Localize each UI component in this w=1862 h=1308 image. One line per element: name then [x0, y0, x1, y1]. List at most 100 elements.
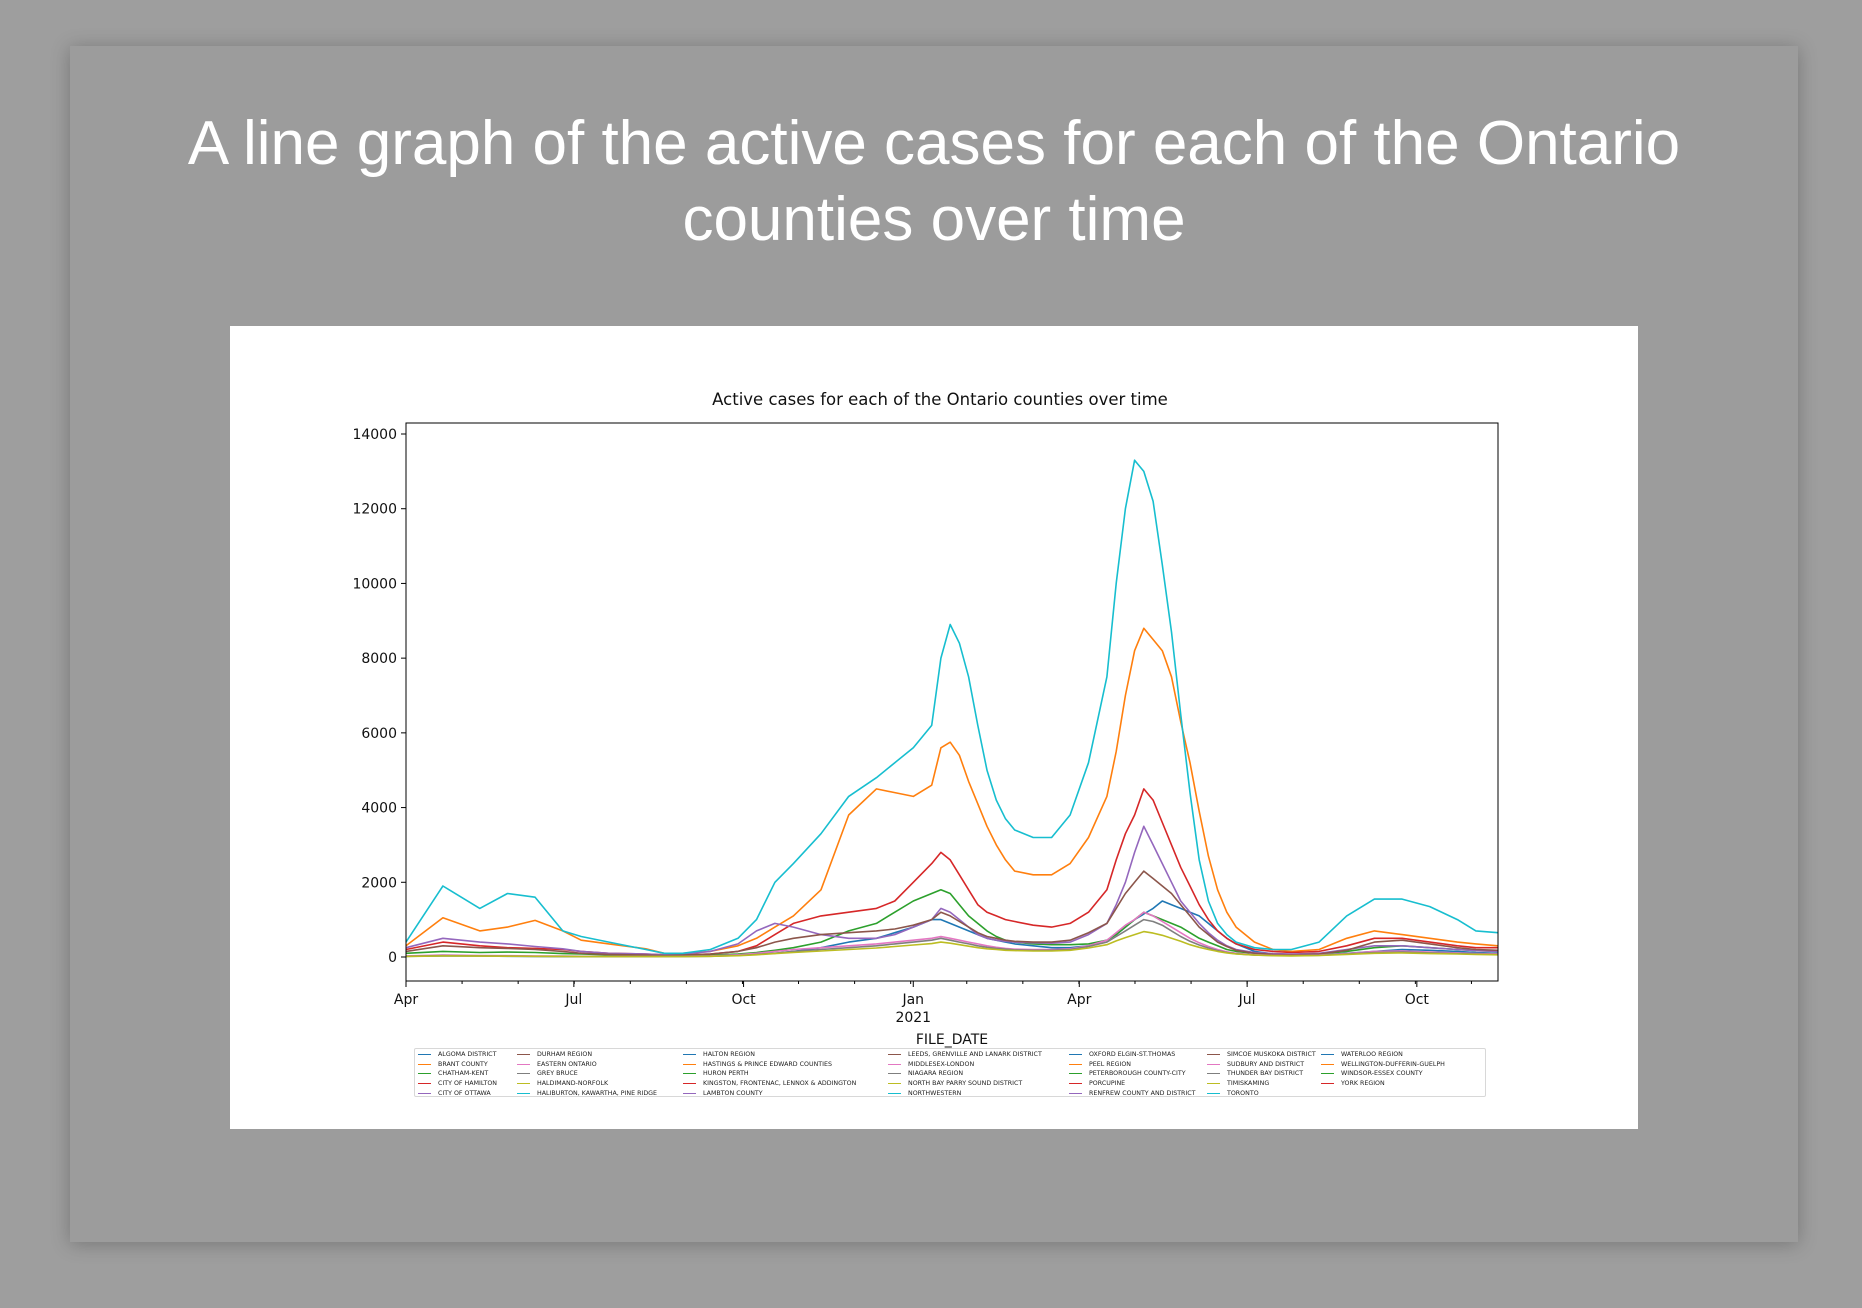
legend-label: TORONTO: [1227, 1089, 1259, 1097]
legend-item: PETERBOROUGH COUNTY-CITY: [1066, 1069, 1196, 1079]
y-tick-label: 6000: [361, 726, 397, 742]
legend-swatch: [1069, 1083, 1082, 1085]
legend-label: DURHAM REGION: [537, 1051, 593, 1059]
x-tick-label: Apr: [1067, 992, 1091, 1008]
legend-label: CITY OF OTTAWA: [438, 1089, 491, 1097]
legend-label: ALGOMA DISTRICT: [438, 1051, 497, 1059]
legend-item: OXFORD ELGIN-ST.THOMAS: [1066, 1050, 1196, 1060]
legend-item: TORONTO: [1204, 1088, 1316, 1098]
legend-label: KINGSTON, FRONTENAC, LENNOX & ADDINGTON: [703, 1080, 857, 1088]
legend-item: HALDIMAND-NORFOLK: [514, 1079, 657, 1089]
legend-label: EASTERN ONTARIO: [537, 1060, 597, 1068]
legend-label: NORTHWESTERN: [908, 1089, 962, 1097]
legend-item: PEEL REGION: [1066, 1060, 1196, 1070]
legend-label: CHATHAM-KENT: [438, 1070, 489, 1078]
legend-item: YORK REGION: [1318, 1079, 1445, 1089]
legend-item: HURON PERTH: [680, 1069, 856, 1079]
legend-swatch: [1207, 1054, 1220, 1056]
x-tick-label: Oct: [731, 992, 756, 1008]
legend-label: TIMISKAMING: [1227, 1080, 1270, 1088]
legend-label: HALDIMAND-NORFOLK: [537, 1080, 609, 1088]
series-lines: [405, 459, 1499, 958]
legend-swatch: [418, 1083, 431, 1085]
legend-item: MIDDLESEX-LONDON: [885, 1060, 1042, 1070]
chart-figure: Active cases for each of the Ontario cou…: [230, 326, 1638, 1129]
legend-swatch: [683, 1083, 696, 1085]
slide-card: A line graph of the active cases for eac…: [70, 46, 1798, 1242]
legend-item: SIMCOE MUSKOKA DISTRICT: [1204, 1050, 1316, 1060]
legend-item: RENFREW COUNTY AND DISTRICT: [1066, 1088, 1196, 1098]
legend-swatch: [1069, 1063, 1082, 1065]
legend-swatch: [1321, 1083, 1334, 1085]
legend-label: WATERLOO REGION: [1341, 1051, 1403, 1059]
y-tick-label: 12000: [352, 502, 397, 518]
legend-item: LAMBTON COUNTY: [680, 1088, 856, 1098]
series-line-city-of-hamilton: [405, 788, 1498, 956]
y-tick-label: 0: [388, 950, 397, 966]
legend-item: GREY BRUCE: [514, 1069, 657, 1079]
legend-swatch: [1207, 1092, 1220, 1094]
legend-swatch: [1207, 1083, 1220, 1085]
legend-swatch: [1321, 1063, 1334, 1065]
legend-column: HALTON REGION HASTINGS & PRINCE EDWARD CO…: [680, 1050, 856, 1098]
legend-item: DURHAM REGION: [514, 1050, 657, 1060]
legend-swatch: [888, 1054, 901, 1056]
legend-swatch: [517, 1083, 530, 1085]
legend-swatch: [888, 1083, 901, 1085]
legend-column: OXFORD ELGIN-ST.THOMAS PEEL REGION PETERBO…: [1066, 1050, 1196, 1098]
series-line-haliburton-kawartha-pine-ridge: [405, 930, 1499, 958]
legend-swatch: [418, 1092, 431, 1094]
legend-column: DURHAM REGION EASTERN ONTARIO GREY BRUCE HA…: [514, 1050, 657, 1098]
legend-label: MIDDLESEX-LONDON: [908, 1060, 975, 1068]
legend-label: GREY BRUCE: [537, 1070, 578, 1078]
legend-item: PORCUPINE: [1066, 1079, 1196, 1089]
legend-swatch: [517, 1073, 530, 1075]
legend-item: SUDBURY AND DISTRICT: [1204, 1060, 1316, 1070]
legend-item: EASTERN ONTARIO: [514, 1060, 657, 1070]
legend-item: TIMISKAMING: [1204, 1079, 1316, 1089]
legend-swatch: [1069, 1073, 1082, 1075]
series-line-chatham-kent: [405, 888, 1499, 957]
legend-item: ALGOMA DISTRICT: [415, 1050, 497, 1060]
legend-label: HURON PERTH: [703, 1070, 749, 1078]
x-tick-label: Jan: [901, 992, 924, 1008]
legend-swatch: [683, 1073, 696, 1075]
legend-item: LEEDS, GRENVILLE AND LANARK DISTRICT: [885, 1050, 1042, 1060]
legend-swatch: [517, 1092, 530, 1094]
legend-swatch: [1207, 1063, 1220, 1065]
legend-label: NIAGARA REGION: [908, 1070, 964, 1078]
x-axis-label: FILE_DATE: [916, 1032, 988, 1048]
legend-item: WATERLOO REGION: [1318, 1050, 1445, 1060]
x-tick-label: Jul: [564, 992, 582, 1008]
legend-label: SIMCOE MUSKOKA DISTRICT: [1227, 1051, 1316, 1059]
legend-swatch: [683, 1054, 696, 1056]
x-tick-sublabel: 2021: [895, 1010, 931, 1026]
series-line-brant-county: [405, 627, 1499, 955]
legend-label: OXFORD ELGIN-ST.THOMAS: [1089, 1051, 1176, 1059]
legend-item: CITY OF OTTAWA: [415, 1088, 497, 1098]
legend-item: WELLINGTON-DUFFERIN-GUELPH: [1318, 1060, 1445, 1070]
legend-item: NORTH BAY PARRY SOUND DISTRICT: [885, 1079, 1042, 1089]
legend-label: LAMBTON COUNTY: [703, 1089, 763, 1097]
legend-label: RENFREW COUNTY AND DISTRICT: [1089, 1089, 1196, 1097]
legend-column: LEEDS, GRENVILLE AND LANARK DISTRICT MIDD…: [885, 1050, 1042, 1098]
x-tick-label: Jul: [1238, 992, 1256, 1008]
legend-item: NIAGARA REGION: [885, 1069, 1042, 1079]
legend-item: CHATHAM-KENT: [415, 1069, 497, 1079]
legend-item: HALTON REGION: [680, 1050, 856, 1060]
chart-legend: ALGOMA DISTRICT BRANT COUNTY CHATHAM-KENT C…: [414, 1048, 1486, 1097]
legend-label: PORCUPINE: [1089, 1080, 1126, 1088]
legend-swatch: [1069, 1054, 1082, 1056]
legend-swatch: [1321, 1073, 1334, 1075]
y-tick-label: 10000: [352, 576, 397, 592]
legend-swatch: [1207, 1073, 1220, 1075]
legend-item: HALIBURTON, KAWARTHA, PINE RIDGE: [514, 1088, 657, 1098]
legend-label: YORK REGION: [1341, 1080, 1385, 1088]
legend-label: SUDBURY AND DISTRICT: [1227, 1060, 1305, 1068]
y-axis: 0 2000 4000 6000 8000 10000 12000 14000: [352, 427, 406, 966]
legend-item: BRANT COUNTY: [415, 1060, 497, 1070]
legend-swatch: [888, 1092, 901, 1094]
legend-label: LEEDS, GRENVILLE AND LANARK DISTRICT: [908, 1051, 1042, 1059]
legend-swatch: [418, 1054, 431, 1056]
legend-label: HASTINGS & PRINCE EDWARD COUNTIES: [703, 1060, 832, 1068]
